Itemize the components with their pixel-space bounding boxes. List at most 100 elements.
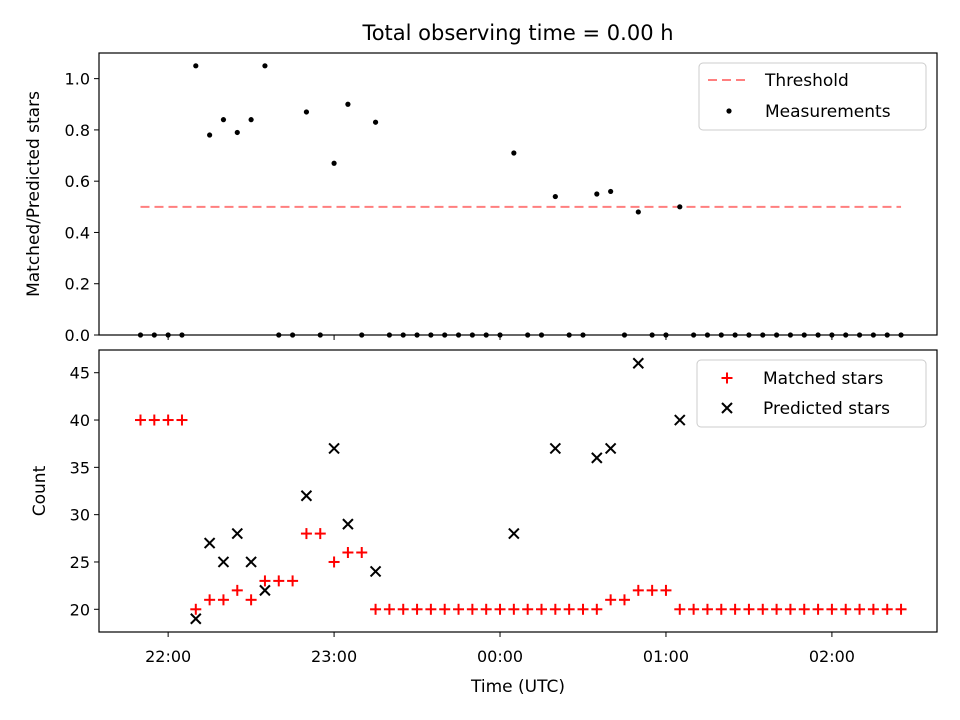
predicted-star-point <box>245 556 257 568</box>
time-x-axis-label: Time (UTC) <box>470 677 565 697</box>
predicted-star-point <box>217 556 230 568</box>
predicted-star-point <box>604 442 617 455</box>
matched-star-point <box>453 603 465 615</box>
matched-star-point <box>300 528 312 540</box>
matched-star-point <box>370 603 382 615</box>
ratio-y-tick-label: 0.2 <box>65 275 90 294</box>
measurement-point <box>262 63 268 69</box>
measurement-point <box>677 204 683 210</box>
ratio-y-tick-label: 0.6 <box>65 172 90 191</box>
count-y-tick-label: 25 <box>70 553 90 572</box>
measurement-point <box>248 117 254 123</box>
predicted-stars-points <box>190 357 686 625</box>
matched-star-point <box>826 603 838 615</box>
matched-star-point <box>812 603 824 615</box>
predicted-star-point <box>190 613 202 625</box>
count-legend: Matched stars Predicted stars <box>696 359 927 428</box>
legend-measurement-swatch <box>726 108 732 114</box>
matched-stars-points <box>134 414 907 615</box>
legend-matched-swatch <box>721 372 733 384</box>
matched-star-point <box>701 603 713 615</box>
matched-star-point <box>204 594 216 606</box>
matched-star-point <box>867 603 879 615</box>
count-y-axis-label: Count <box>30 465 50 516</box>
measurement-point <box>331 160 337 166</box>
matched-star-point <box>176 414 188 426</box>
measurement-point <box>594 191 600 197</box>
matched-star-point <box>356 547 368 559</box>
predicted-star-point <box>231 527 243 540</box>
matched-star-point <box>162 414 174 426</box>
measurement-point <box>207 132 213 138</box>
matched-star-point <box>494 603 506 615</box>
matched-star-point <box>480 603 492 615</box>
ratio-y-tick-label: 1.0 <box>65 70 90 89</box>
measurement-point <box>345 101 351 107</box>
count-y-tick-label: 45 <box>70 364 90 383</box>
matched-star-point <box>674 603 686 615</box>
measurement-point <box>511 150 517 156</box>
matched-star-point <box>425 603 437 615</box>
matched-star-point <box>729 603 741 615</box>
predicted-star-point <box>549 442 562 455</box>
matched-star-point <box>715 603 727 615</box>
matched-star-point <box>245 594 257 606</box>
legend-matched-label: Matched stars <box>763 369 883 389</box>
matched-star-point <box>784 603 796 615</box>
legend-measurement-label: Measurements <box>765 102 891 122</box>
predicted-star-point <box>508 527 520 540</box>
predicted-star-point <box>591 452 603 464</box>
ratio-plot-frame <box>98 52 938 336</box>
matched-star-point <box>522 603 534 615</box>
matched-star-point <box>549 603 561 615</box>
matched-star-point <box>577 603 589 615</box>
count-y-tick-label: 30 <box>70 506 90 525</box>
predicted-star-point <box>259 584 271 597</box>
measurement-point <box>372 119 379 125</box>
ratio-panel: 0.0 0.2 0.4 0.6 0.8 1.0 Matched/Predicted sta… <box>24 52 938 345</box>
count-panel: 20 25 30 35 40 45 22:00 23:00 00:00 01:00 02:00 C… <box>30 349 938 697</box>
matched-star-point <box>591 603 603 615</box>
matched-star-point <box>190 603 202 615</box>
chart-title: Total observing time = 0.00 h <box>361 21 673 45</box>
time-x-tick-label: 01:00 <box>643 647 689 666</box>
matched-star-point <box>217 594 229 606</box>
matched-star-point <box>854 603 866 615</box>
matched-star-point <box>536 603 548 615</box>
matched-star-point <box>148 414 160 426</box>
ratio-y-tick-label: 0.8 <box>65 121 90 140</box>
time-x-tick-label: 23:00 <box>311 647 357 666</box>
matched-star-point <box>743 603 755 615</box>
matched-star-point <box>646 584 658 596</box>
matched-star-point <box>881 603 893 615</box>
matched-star-point <box>231 584 243 596</box>
predicted-star-point <box>300 490 313 502</box>
ratio-y-axis-label: Matched/Predicted stars <box>24 91 44 297</box>
matched-star-point <box>563 603 575 615</box>
matched-star-point <box>895 603 907 615</box>
matched-star-point <box>328 556 340 568</box>
predicted-star-point <box>203 537 216 549</box>
matched-star-point <box>383 603 395 615</box>
measurement-point <box>220 117 227 123</box>
measurement-point <box>608 188 614 195</box>
count-y-axis: 20 25 30 35 40 45 <box>70 364 99 619</box>
matched-star-point <box>660 584 672 596</box>
ratio-x-ticks <box>167 335 833 340</box>
matched-star-point <box>508 603 520 615</box>
measurement-point <box>635 209 641 215</box>
time-x-axis: 22:00 23:00 00:00 01:00 02:00 <box>145 632 855 666</box>
matched-star-point <box>632 584 644 596</box>
time-x-tick-label: 02:00 <box>809 647 855 666</box>
matched-star-point <box>757 603 769 615</box>
predicted-star-point <box>674 414 686 426</box>
measurement-point <box>234 129 240 136</box>
matched-star-point <box>273 575 285 587</box>
legend-threshold-label: Threshold <box>764 71 849 91</box>
predicted-star-point <box>342 518 354 530</box>
matched-star-point <box>798 603 810 615</box>
matched-star-point <box>342 547 354 559</box>
legend-predicted-swatch <box>721 402 733 414</box>
measurement-point <box>303 109 310 115</box>
